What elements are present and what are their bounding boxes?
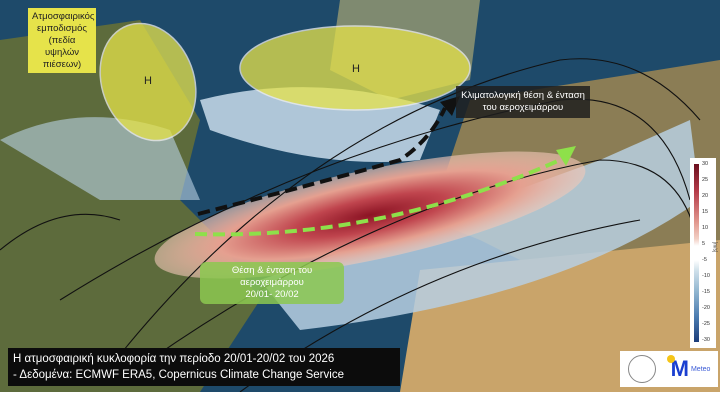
colorbar-tick: 5 xyxy=(702,241,706,247)
positive-anomaly-jet xyxy=(154,151,586,279)
colorbar-tick: 30 xyxy=(702,161,709,167)
colorbar-tick: -15 xyxy=(702,289,710,295)
colorbar-tick: 10 xyxy=(702,225,709,231)
blocking-high-greenland xyxy=(239,25,471,111)
university-seal-logo xyxy=(627,355,656,383)
observed-jet-arrow xyxy=(194,158,561,237)
colorbar-tick: 25 xyxy=(702,177,709,183)
caption: Η ατμοσφαιρική κυκλοφορία την περίοδο 20… xyxy=(8,348,400,387)
caption-line-1: Η ατμοσφαιρική κυκλοφορία την περίοδο 20… xyxy=(13,353,335,365)
climatological-jet-label: Κλιματολογική θέση & ένταση του αεροχειμ… xyxy=(456,86,590,118)
blocking-label: Ατμοσφαιρικός εμποδισμός (πεδία υψηλών π… xyxy=(28,8,96,74)
colorbar-ramp xyxy=(694,164,699,342)
colorbar-tick: -30 xyxy=(702,337,710,343)
high-label-greenland: H xyxy=(352,63,360,75)
climatological-jet-arrowhead xyxy=(440,96,460,116)
observed-jet-period: 20/01- 20/02 xyxy=(245,288,299,300)
meteo-m-icon: M xyxy=(666,355,689,381)
climatological-jet-arrow xyxy=(197,107,447,216)
colorbar: 30 25 20 15 10 5 -5 -10 -15 -20 -25 -30 [m/s] xyxy=(690,158,718,348)
blocking-high-canada xyxy=(99,22,197,142)
colorbar-tick: -25 xyxy=(702,321,710,327)
colorbar-tick: 15 xyxy=(702,209,709,215)
anomaly-map: H H xyxy=(0,0,720,392)
north-america xyxy=(0,20,260,392)
high-label-canada: H xyxy=(144,75,152,87)
observed-jet-title: Θέση & ένταση του αεροχειμάρρου xyxy=(231,265,313,288)
colorbar-tick: -5 xyxy=(702,257,707,263)
colorbar-tick: -20 xyxy=(702,305,710,311)
meteo-logo: M Meteo xyxy=(666,355,711,382)
logos: M Meteo xyxy=(620,351,718,387)
axis-strip xyxy=(0,392,720,404)
meteo-logo-text: Meteo xyxy=(690,365,711,373)
observed-jet-arrowhead xyxy=(556,146,576,166)
caption-line-2: - Δεδομένα: ECMWF ERA5, Copernicus Clima… xyxy=(13,369,344,382)
colorbar-tick: -10 xyxy=(702,273,710,279)
observed-jet-label: Θέση & ένταση του αεροχειμάρρου 20/01- 2… xyxy=(200,262,344,304)
colorbar-tick: 20 xyxy=(702,193,709,199)
colorbar-unit: [m/s] xyxy=(711,241,718,253)
